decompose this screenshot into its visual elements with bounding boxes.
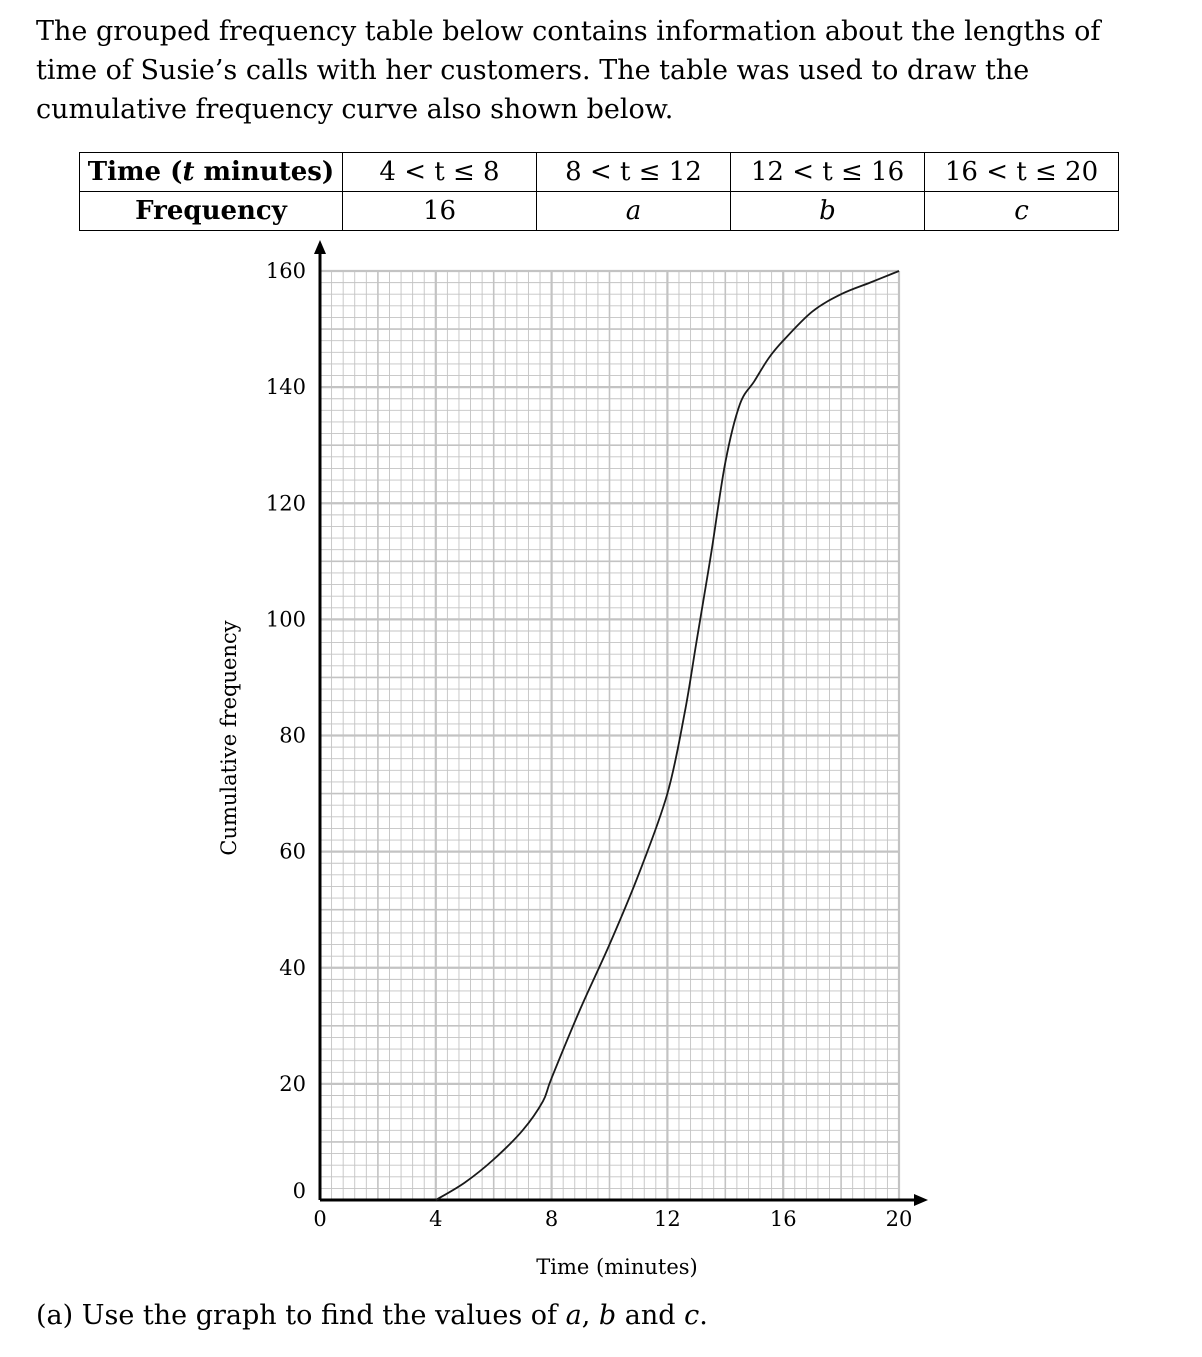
- question-prefix: (a) Use the graph to find the values of: [36, 1300, 566, 1331]
- question-sep: ,: [581, 1300, 599, 1331]
- question-end: .: [699, 1300, 708, 1331]
- curve-path: [435, 270, 900, 1201]
- question-var-a: a: [565, 1300, 582, 1331]
- time-header-prefix: Time (: [87, 157, 183, 187]
- y-tick-label: 160: [266, 259, 306, 283]
- question-var-b: b: [598, 1300, 617, 1331]
- x-axis-arrow: [914, 1194, 928, 1206]
- x-tick-label: 16: [770, 1207, 797, 1231]
- frequency-table: Time (t minutes) 4 < t ≤ 8 8 < t ≤ 12 12…: [79, 152, 1119, 231]
- x-tick-label: 0: [313, 1207, 326, 1231]
- x-tick-label: 20: [886, 1207, 913, 1231]
- x-axis-label: Time (minutes): [536, 1255, 697, 1279]
- y-tick-labels: 0 20 40 60 80 100 120 140 160: [266, 259, 306, 1203]
- time-header-suffix: minutes): [194, 157, 335, 187]
- y-tick-label: 20: [279, 1072, 306, 1096]
- intro-text: The grouped frequency table below contai…: [36, 16, 1101, 125]
- table-row-time: Time (t minutes) 4 < t ≤ 8 8 < t ≤ 12 12…: [79, 152, 1119, 192]
- y-tick-label: 100: [266, 607, 306, 631]
- cumulative-frequency-curve: [435, 270, 900, 1201]
- interval-cell: 8 < t ≤ 12: [536, 152, 731, 192]
- x-tick-labels: 0 4 8 12 16 20: [313, 1207, 912, 1231]
- frequency-header-cell: Frequency: [79, 191, 343, 231]
- x-tick-label: 4: [429, 1207, 442, 1231]
- y-tick-label: 0: [293, 1179, 306, 1203]
- question-sep: and: [616, 1300, 685, 1331]
- interval-cell: 12 < t ≤ 16: [730, 152, 925, 192]
- frequency-cell: b: [730, 191, 925, 231]
- y-tick-label: 40: [279, 956, 306, 980]
- x-tick-label: 12: [654, 1207, 681, 1231]
- time-header-cell: Time (t minutes): [79, 152, 343, 192]
- frequency-cell: c: [924, 191, 1119, 231]
- y-tick-label: 60: [279, 840, 306, 864]
- y-axis-arrow: [314, 240, 326, 254]
- axes: [314, 240, 928, 1206]
- question-var-c: c: [684, 1300, 700, 1331]
- interval-cell: 16 < t ≤ 20: [924, 152, 1119, 192]
- cumulative-frequency-chart: 0 4 8 12 16 20 0 20 40 60 80 100 120 140 160 Cumulati…: [217, 240, 928, 1279]
- question-text: (a) Use the graph to find the values of …: [36, 1300, 708, 1331]
- frequency-cell: a: [536, 191, 731, 231]
- table-row-frequency: Frequency 16 a b c: [79, 191, 1119, 231]
- y-tick-label: 120: [266, 491, 306, 515]
- y-tick-label: 140: [266, 375, 306, 399]
- y-tick-label: 80: [279, 724, 306, 748]
- interval-cell: 4 < t ≤ 8: [342, 152, 537, 192]
- y-axis-label: Cumulative frequency: [217, 620, 241, 855]
- time-header-var: t: [182, 157, 195, 187]
- frequency-cell: 16: [342, 191, 537, 231]
- x-tick-label: 8: [545, 1207, 558, 1231]
